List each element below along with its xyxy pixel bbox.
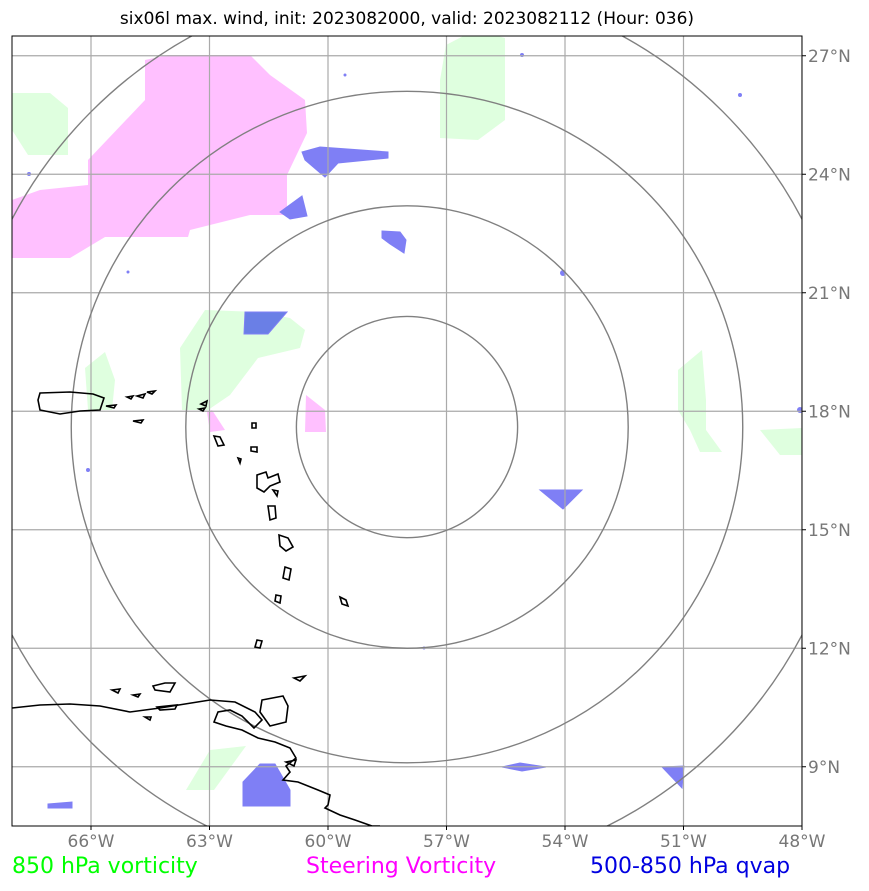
st-lucia-coast [282, 565, 292, 582]
graticule [12, 36, 802, 826]
steering-vorticity-layer [12, 55, 326, 432]
island-coast [236, 456, 242, 466]
vort850-region [180, 310, 305, 410]
qvap-region [47, 801, 73, 809]
legend-850-vorticity: 850 hPa vorticity [12, 854, 198, 879]
legend-steering-vorticity: Steering Vorticity [306, 854, 497, 879]
qvap-region [381, 230, 407, 254]
steering-region [207, 410, 225, 432]
qvap-dot [126, 270, 130, 274]
lat-tick-label: 21°N [808, 284, 851, 304]
vort850-region [678, 350, 722, 452]
longitude-labels: 66°W 63°W 60°W 57°W 54°W 51°W 48°W [68, 826, 826, 852]
qvap-region [279, 195, 308, 220]
qvap-dot [343, 73, 347, 77]
plot-title: six06l max. wind, init: 2023082000, vali… [119, 9, 695, 29]
lon-tick-label: 63°W [186, 832, 233, 852]
lat-tick-label: 24°N [808, 165, 851, 185]
lon-tick-label: 60°W [305, 832, 352, 852]
south-america-coast [12, 699, 380, 826]
lon-tick-label: 54°W [542, 832, 589, 852]
vort850-region [12, 93, 68, 155]
guadeloupe-coast [256, 470, 281, 493]
grenada-coast [253, 639, 264, 649]
island-coast [250, 446, 258, 453]
island-coast [129, 692, 142, 698]
vort850-region [440, 36, 505, 140]
st-vincent-coast [274, 594, 282, 605]
range-ring [185, 205, 629, 649]
island-coast [251, 422, 257, 429]
lon-tick-label: 66°W [68, 832, 115, 852]
island-coast [105, 404, 118, 409]
map-frame [11, 35, 803, 827]
island-coast [134, 392, 147, 399]
qvap-region [243, 311, 289, 335]
vort850-region [85, 352, 115, 410]
qvap-layer [27, 53, 802, 809]
island-coast [142, 716, 153, 722]
coastlines [12, 389, 380, 826]
island-coast [199, 399, 209, 408]
lat-tick-label: 27°N [808, 47, 851, 67]
qvap-dot [738, 93, 742, 97]
puerto-rico-coast [37, 391, 106, 415]
steering-region [12, 55, 307, 258]
barbados-coast [338, 595, 350, 608]
island-coast [196, 406, 207, 413]
steering-region [305, 395, 326, 432]
lat-tick-label: 18°N [808, 402, 851, 422]
range-ring [295, 315, 519, 539]
latitude-labels: 27°N 24°N 21°N 18°N 15°N 12°N 9°N [802, 47, 851, 778]
qvap-dot [86, 468, 90, 472]
dominica-coast [267, 505, 277, 522]
qvap-region [538, 489, 584, 510]
island-coast [151, 682, 177, 693]
island-coast [109, 688, 122, 695]
vort850-region [760, 428, 802, 455]
tobago-coast [291, 674, 308, 682]
island-coast [212, 434, 226, 447]
legend-qvap: 500-850 hPa qvap [590, 854, 791, 879]
lon-tick-label: 48°W [779, 832, 826, 852]
map-area [12, 36, 802, 826]
lon-tick-label: 51°W [660, 832, 707, 852]
island-coast [146, 389, 158, 395]
trinidad-coast [259, 695, 289, 727]
lon-tick-label: 57°W [423, 832, 470, 852]
distance-rings [12, 36, 802, 826]
qvap-region [301, 146, 389, 178]
island-coast [271, 488, 279, 499]
vort850-region [186, 746, 246, 790]
qvap-dot [520, 53, 524, 57]
lat-tick-label: 12°N [808, 639, 851, 659]
martinique-coast [278, 533, 295, 552]
island-coast [283, 758, 298, 768]
island-coast [132, 419, 145, 424]
lat-tick-label: 9°N [808, 758, 840, 778]
vorticity-850-layer [12, 36, 802, 790]
qvap-region [242, 763, 291, 807]
lat-tick-label: 15°N [808, 521, 851, 541]
island-coast [124, 394, 135, 401]
range-ring [70, 90, 744, 764]
